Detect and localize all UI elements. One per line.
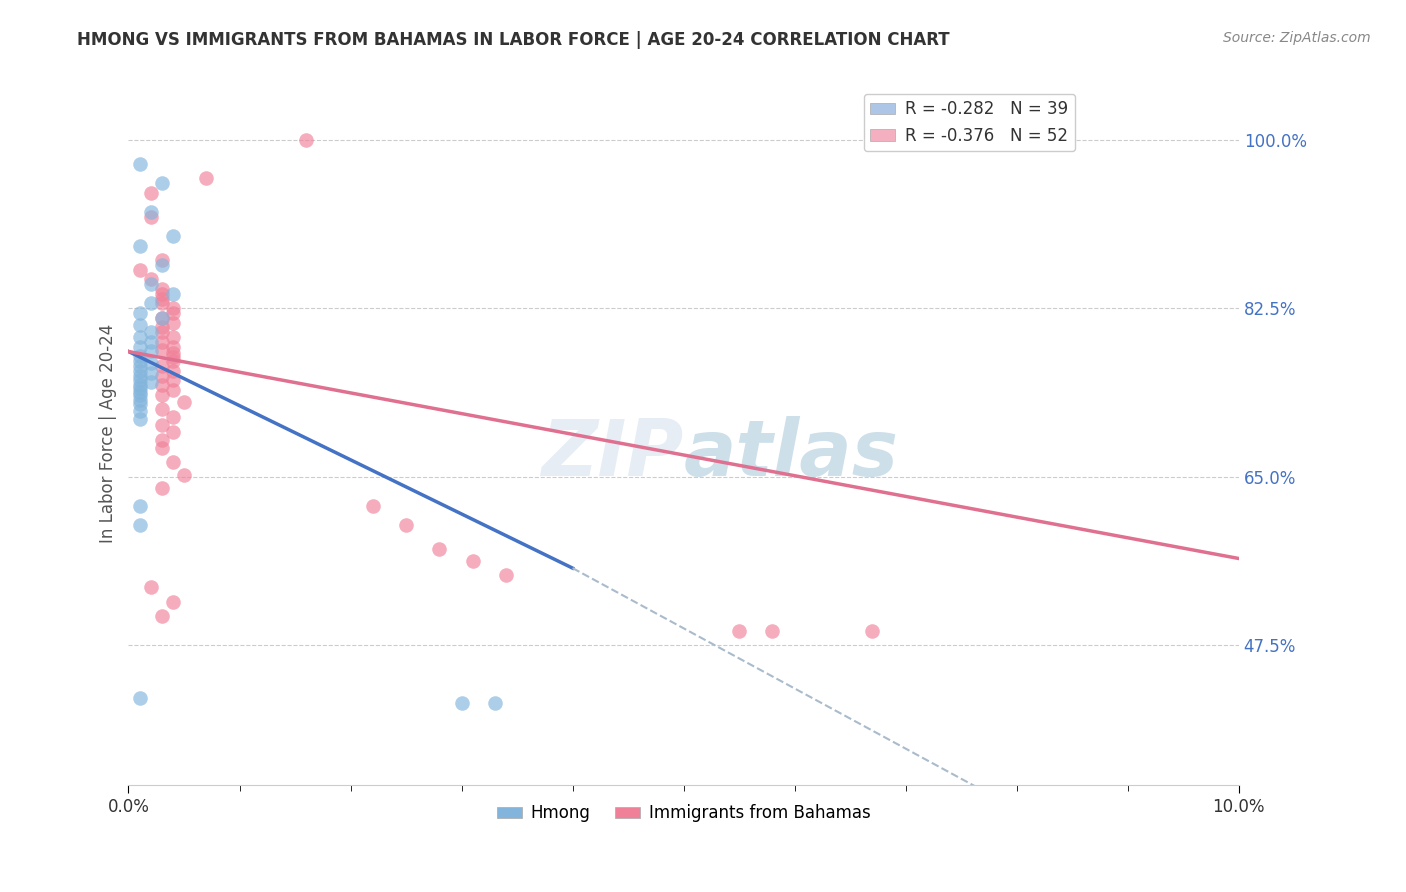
Y-axis label: In Labor Force | Age 20-24: In Labor Force | Age 20-24 [100, 324, 117, 543]
Point [150, 320, 173, 334]
Point [150, 433, 173, 447]
Point [150, 417, 173, 432]
Point [150, 343, 173, 357]
Point [128, 412, 150, 426]
Point [128, 499, 150, 513]
Point [150, 334, 173, 349]
Point [361, 499, 384, 513]
Point [162, 301, 184, 315]
Text: ZIP: ZIP [541, 417, 683, 492]
Point [162, 316, 184, 330]
Point [195, 171, 218, 186]
Point [162, 383, 184, 397]
Point [162, 286, 184, 301]
Point [139, 210, 162, 224]
Point [150, 282, 173, 296]
Point [139, 344, 162, 359]
Point [150, 310, 173, 325]
Point [427, 541, 450, 556]
Point [139, 376, 162, 390]
Point [162, 346, 184, 360]
Point [495, 567, 517, 582]
Point [128, 306, 150, 320]
Point [139, 580, 162, 594]
Point [128, 691, 150, 706]
Point [128, 340, 150, 354]
Point [761, 624, 783, 638]
Point [139, 366, 162, 380]
Point [150, 481, 173, 495]
Point [128, 397, 150, 411]
Point [162, 373, 184, 387]
Point [139, 272, 162, 286]
Point [128, 238, 150, 252]
Point [150, 368, 173, 383]
Point [128, 404, 150, 418]
Point [150, 253, 173, 268]
Point [128, 368, 150, 383]
Point [162, 306, 184, 320]
Point [128, 384, 150, 399]
Point [150, 258, 173, 272]
Point [173, 394, 195, 409]
Point [139, 334, 162, 349]
Point [162, 229, 184, 244]
Point [150, 292, 173, 306]
Point [128, 517, 150, 532]
Point [128, 349, 150, 363]
Text: Source: ZipAtlas.com: Source: ZipAtlas.com [1223, 31, 1371, 45]
Point [162, 409, 184, 424]
Point [162, 354, 184, 368]
Text: HMONG VS IMMIGRANTS FROM BAHAMAS IN LABOR FORCE | AGE 20-24 CORRELATION CHART: HMONG VS IMMIGRANTS FROM BAHAMAS IN LABO… [77, 31, 950, 49]
Point [128, 354, 150, 368]
Point [162, 455, 184, 469]
Point [860, 624, 883, 638]
Point [128, 373, 150, 387]
Point [162, 340, 184, 354]
Point [128, 157, 150, 171]
Point [162, 595, 184, 609]
Point [139, 205, 162, 219]
Point [128, 381, 150, 395]
Point [461, 554, 484, 568]
Point [128, 392, 150, 407]
Point [139, 277, 162, 291]
Point [295, 133, 318, 147]
Point [484, 696, 506, 710]
Point [150, 310, 173, 325]
Point [139, 186, 162, 200]
Point [139, 325, 162, 339]
Point [450, 696, 472, 710]
Point [139, 356, 162, 370]
Legend: Hmong, Immigrants from Bahamas: Hmong, Immigrants from Bahamas [491, 797, 877, 830]
Point [173, 467, 195, 482]
Point [150, 609, 173, 624]
Point [162, 330, 184, 344]
Point [150, 176, 173, 190]
Point [128, 359, 150, 373]
Point [128, 330, 150, 344]
Point [150, 296, 173, 310]
Point [128, 364, 150, 378]
Point [150, 388, 173, 402]
Point [150, 402, 173, 417]
Point [128, 262, 150, 277]
Point [150, 441, 173, 455]
Point [139, 296, 162, 310]
Point [162, 425, 184, 440]
Point [150, 286, 173, 301]
Point [128, 388, 150, 402]
Point [162, 364, 184, 378]
Point [150, 378, 173, 392]
Point [128, 378, 150, 392]
Text: atlas: atlas [683, 417, 898, 492]
Point [395, 517, 418, 532]
Point [150, 359, 173, 373]
Point [128, 318, 150, 332]
Point [150, 325, 173, 339]
Point [728, 624, 751, 638]
Point [162, 351, 184, 365]
